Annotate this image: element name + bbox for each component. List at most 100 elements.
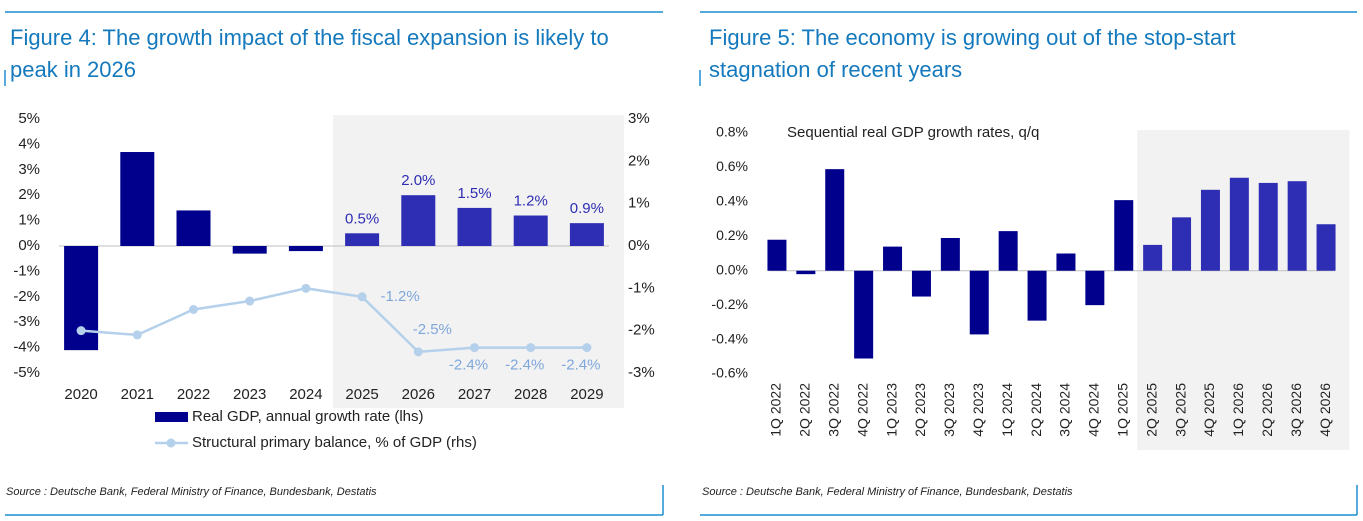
bar — [998, 231, 1018, 271]
x-tick-label: 2Q 2026 — [1259, 383, 1275, 437]
y-tick-label: 4% — [18, 135, 40, 152]
y-tick-label: 0.8% — [716, 124, 748, 140]
x-tick-label: 2Q 2024 — [1028, 383, 1044, 437]
y2-tick-label: 2% — [628, 152, 650, 169]
line-marker — [76, 326, 86, 336]
legend-marker — [166, 438, 176, 448]
x-tick-label: 3Q 2025 — [1172, 383, 1188, 437]
line-marker — [357, 292, 367, 302]
y2-tick-label: -3% — [628, 364, 655, 381]
bar — [1172, 217, 1192, 271]
legend-label: Structural primary balance, % of GDP (rh… — [192, 434, 477, 451]
bar — [825, 169, 845, 271]
y-tick-label: -0.6% — [711, 365, 748, 381]
x-tick-label: 4Q 2022 — [854, 383, 870, 437]
bar — [1085, 270, 1105, 306]
x-tick-label: 3Q 2026 — [1288, 383, 1304, 437]
bar — [288, 246, 323, 252]
y2-tick-label: -2% — [628, 322, 655, 339]
bar — [1258, 182, 1278, 271]
bar — [969, 270, 989, 335]
bar — [1143, 244, 1163, 271]
y-tick-label: 1% — [18, 212, 40, 229]
y-tick-label: 0.2% — [716, 227, 748, 243]
y-tick-label: -2% — [13, 288, 40, 305]
bar — [345, 233, 380, 246]
y-tick-label: -4% — [13, 339, 40, 356]
y-tick-label: 0.6% — [716, 158, 748, 174]
y2-tick-label: 0% — [628, 237, 650, 254]
y-tick-label: -0.4% — [711, 330, 748, 346]
bar — [513, 215, 548, 246]
x-tick-label: 2028 — [514, 386, 547, 403]
frame — [4, 11, 1358, 516]
bar — [1114, 200, 1134, 271]
line-marker — [526, 343, 536, 353]
line-marker — [413, 347, 423, 357]
y2-tick-label: 3% — [628, 110, 650, 127]
line-marker — [132, 330, 142, 340]
data-label: -2.5% — [413, 321, 452, 338]
legend-swatch — [155, 412, 188, 422]
bar — [1027, 270, 1047, 321]
data-label: 1.5% — [457, 185, 491, 202]
x-tick-label: 4Q 2024 — [1086, 383, 1102, 437]
x-tick-label: 4Q 2023 — [970, 383, 986, 437]
x-tick-label: 2Q 2022 — [797, 383, 813, 437]
chart-title: Figure 5: The economy is growing out of … — [709, 25, 1236, 82]
x-tick-label: 2020 — [64, 386, 97, 403]
line-marker — [301, 283, 311, 293]
y-tick-label: -5% — [13, 364, 40, 381]
x-tick-label: 2029 — [570, 386, 603, 403]
x-tick-label: 1Q 2026 — [1230, 383, 1246, 437]
data-label: 1.2% — [514, 192, 548, 209]
bar — [796, 270, 816, 275]
y-tick-label: 3% — [18, 161, 40, 178]
x-tick-label: 3Q 2024 — [1057, 383, 1073, 437]
y-tick-label: -3% — [13, 313, 40, 330]
data-label: -2.4% — [505, 357, 544, 374]
y-tick-label: 2% — [18, 186, 40, 203]
x-tick-label: 2023 — [233, 386, 266, 403]
y2-tick-label: 1% — [628, 195, 650, 212]
x-tick-label: 1Q 2024 — [999, 383, 1015, 437]
y-tick-label: -1% — [13, 262, 40, 279]
x-tick-label: 4Q 2025 — [1201, 383, 1217, 437]
data-label: -1.2% — [381, 288, 420, 305]
data-label: 0.5% — [345, 210, 379, 227]
annotation: Sequential real GDP growth rates, q/q — [787, 124, 1039, 141]
forecast-shade — [333, 115, 624, 408]
y-tick-label: -0.2% — [711, 296, 748, 312]
line-marker — [582, 343, 592, 353]
chart-title: Figure 4: The growth impact of the fisca… — [10, 25, 609, 82]
bar — [883, 246, 903, 271]
x-tick-label: 1Q 2023 — [883, 383, 899, 437]
bar — [120, 152, 155, 246]
x-tick-label: 2021 — [121, 386, 154, 403]
y-tick-label: 0.0% — [716, 261, 748, 277]
bar — [767, 239, 787, 271]
x-tick-label: 2022 — [177, 386, 210, 403]
bar — [940, 238, 960, 271]
bar — [911, 270, 931, 297]
y-tick-label: 5% — [18, 110, 40, 127]
bar — [232, 246, 267, 254]
x-tick-label: 1Q 2025 — [1114, 383, 1130, 437]
x-tick-label: 2024 — [289, 386, 322, 403]
x-tick-label: 2027 — [458, 386, 491, 403]
data-label: 0.9% — [570, 200, 604, 217]
x-tick-label: 2025 — [345, 386, 378, 403]
bar — [176, 210, 211, 246]
source: Source : Deutsche Bank, Federal Ministry… — [6, 486, 377, 498]
bar — [457, 207, 492, 246]
bar — [1056, 253, 1076, 271]
source: Source : Deutsche Bank, Federal Ministry… — [702, 486, 1073, 498]
bar — [1229, 177, 1249, 271]
x-tick-label: 3Q 2022 — [825, 383, 841, 437]
x-tick-label: 2Q 2025 — [1143, 383, 1159, 437]
y2-tick-label: -1% — [628, 279, 655, 296]
x-tick-label: 1Q 2022 — [768, 383, 784, 437]
line-marker — [245, 296, 255, 306]
x-tick-label: 2Q 2023 — [912, 383, 928, 437]
line-marker — [189, 305, 198, 314]
